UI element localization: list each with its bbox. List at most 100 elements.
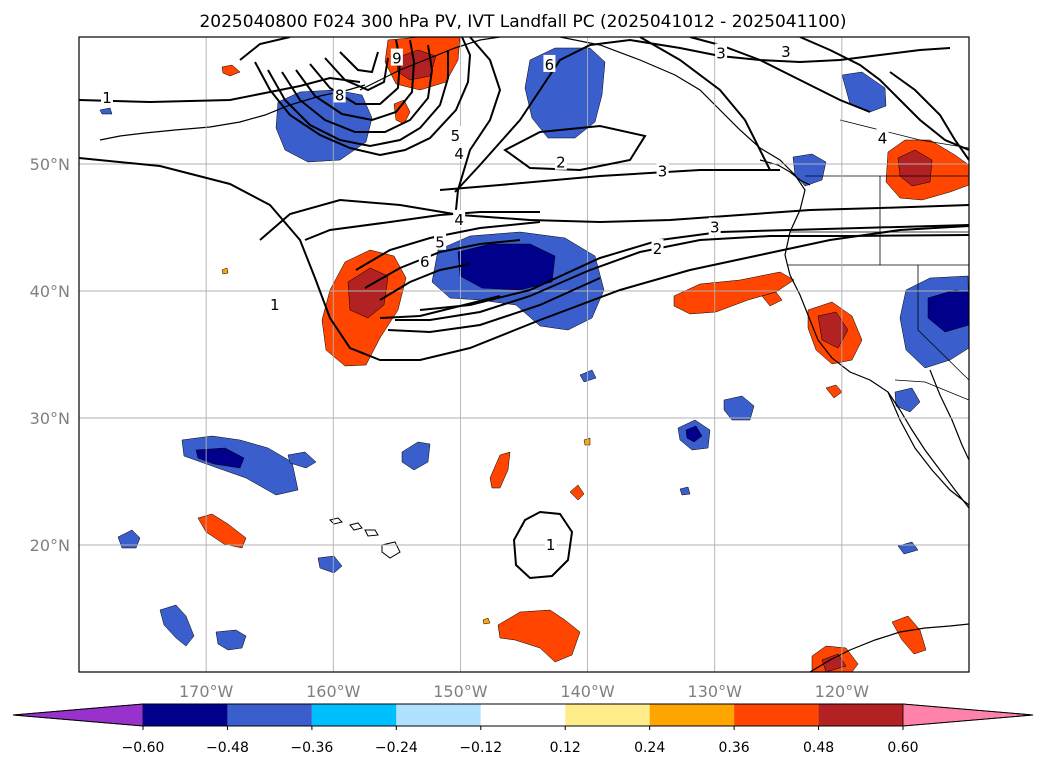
contour-line-ridge <box>689 37 871 113</box>
contour-label: 5 <box>451 127 461 145</box>
latitude-tick-label: 20°N <box>30 536 70 555</box>
state-border <box>917 265 969 381</box>
british-columbia-islands <box>759 159 811 186</box>
contour-line-ridge <box>639 37 771 171</box>
contour-line-trough <box>295 39 416 122</box>
colorbar-segment <box>734 704 819 726</box>
contour-label-background <box>656 161 669 179</box>
negative-anomaly-shading <box>99 47 969 651</box>
contour-line-trough <box>254 37 472 157</box>
contour-line-ridge <box>454 37 502 221</box>
contour-line-3 <box>439 169 780 191</box>
contour-label: 3 <box>781 43 791 61</box>
colorbar: −0.60 −0.48 −0.36 −0.24 −0.12 0.12 0.24 0.36 0.4… <box>12 703 1034 756</box>
contour-label: 6 <box>545 56 555 74</box>
shading-blob <box>761 291 783 307</box>
contour-label: 2 <box>653 240 663 258</box>
shading-blob <box>195 447 245 469</box>
shading-blob <box>317 555 343 574</box>
hawaii-islands <box>329 517 401 559</box>
figure-title: 2025040800 F024 300 hPa PV, IVT Landfall… <box>199 12 846 32</box>
canada-border <box>839 119 969 149</box>
contour-label-background <box>715 43 728 61</box>
contour-label-background <box>876 128 889 146</box>
shading-blob <box>685 425 703 443</box>
colorbar-segment <box>143 704 228 726</box>
contour-line-trough <box>267 50 449 148</box>
contour-label: 4 <box>878 130 888 148</box>
shading-blob <box>393 99 411 125</box>
gridlines <box>79 37 969 672</box>
contour-label: 3 <box>658 163 668 181</box>
contour-label: 4 <box>454 145 464 163</box>
contour-label-background <box>390 48 403 66</box>
island <box>364 529 379 537</box>
coastlines <box>99 37 969 672</box>
mexico-coast-south <box>809 623 969 672</box>
contour-line-2 <box>259 198 969 241</box>
contour-label: 3 <box>716 45 726 63</box>
island <box>381 541 401 559</box>
shading-blob <box>221 267 229 275</box>
shading-blob <box>817 311 849 349</box>
contour-line-1 <box>79 157 969 361</box>
contour-label: 1 <box>546 536 556 554</box>
colorbar-segment <box>396 704 481 726</box>
colorbar-segment <box>227 704 312 726</box>
contour-label-background <box>453 209 466 227</box>
contour-label: 4 <box>454 211 464 229</box>
colorbar-segment <box>480 704 566 726</box>
contour-label: 9 <box>392 50 402 68</box>
shading-blob <box>395 49 437 81</box>
colorbar-extend-max <box>902 703 1034 727</box>
contour-label: 8 <box>335 86 345 104</box>
colorbar-tick-label: −0.12 <box>459 740 502 756</box>
colorbar-tick-label: −0.60 <box>122 740 165 756</box>
colorbar-tick-label: −0.36 <box>290 740 333 756</box>
shading-blob <box>927 289 969 333</box>
colorbar-tick-label: 0.60 <box>887 740 918 756</box>
contour-line-5 <box>364 239 521 289</box>
contour-label-background <box>544 535 557 552</box>
contour-line-6 <box>379 263 471 301</box>
contour-label-background <box>333 85 346 103</box>
shading-blob <box>287 451 317 469</box>
contour-label-background <box>434 232 447 250</box>
contour-line-trough <box>281 44 434 133</box>
colorbar-tick-label: 0.36 <box>719 740 750 756</box>
contour-label-background <box>268 294 281 312</box>
longitude-tick-label: 170°W <box>179 682 234 701</box>
contour-line-4 <box>395 234 969 321</box>
contour-line-1-closed <box>512 510 574 580</box>
us-mexico-border <box>894 379 969 401</box>
shading-blob <box>117 529 141 549</box>
contour-label-background <box>418 251 431 269</box>
shading-blob <box>497 609 581 663</box>
contour-label-background <box>453 143 466 161</box>
colorbar-segment <box>311 704 397 726</box>
shading-blob <box>457 243 556 291</box>
colorbar-tick-label: 0.24 <box>634 740 665 756</box>
map-frame <box>78 36 970 673</box>
shading-blob <box>275 89 373 163</box>
longitude-tick-label: 130°W <box>688 682 743 701</box>
contour-label: 2 <box>556 154 566 172</box>
contour-label-background <box>100 87 113 105</box>
shading-blob <box>489 451 511 489</box>
positive-anomaly-shading <box>197 37 969 672</box>
contour-line-5 <box>387 277 601 334</box>
contour-label-background <box>543 54 556 72</box>
colorbar-tick-label: −0.48 <box>206 740 249 756</box>
colorbar-tick-label: 0.48 <box>803 740 834 756</box>
latitude-tick-label: 30°N <box>30 409 70 428</box>
shading-blob <box>215 629 247 651</box>
contour-label-background <box>708 217 721 235</box>
colorbar-segment <box>649 704 735 726</box>
latitude-tick-label: 40°N <box>30 282 70 301</box>
contour-label: 6 <box>420 253 430 271</box>
contour-line-3 <box>299 76 361 87</box>
shading-blob <box>569 484 585 501</box>
contour-label-background <box>779 42 792 60</box>
